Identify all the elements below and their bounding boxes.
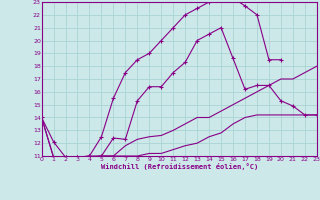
- X-axis label: Windchill (Refroidissement éolien,°C): Windchill (Refroidissement éolien,°C): [100, 163, 258, 170]
